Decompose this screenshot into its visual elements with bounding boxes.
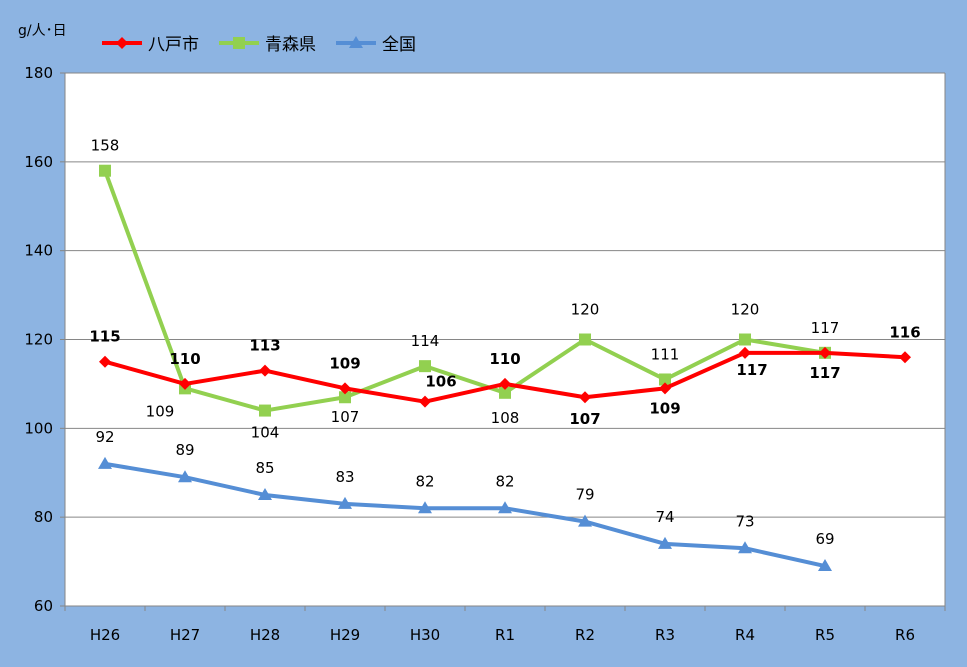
x-tick-label-R3: R3 bbox=[655, 626, 675, 644]
x-tick-label-H29: H29 bbox=[330, 626, 360, 644]
legend-swatch-marker-0 bbox=[116, 36, 128, 49]
series-1-point-H28 bbox=[259, 404, 271, 417]
series-0-label-R5: 117 bbox=[809, 364, 840, 382]
y-tick-label-80: 80 bbox=[34, 508, 53, 526]
x-tick-label-H30: H30 bbox=[410, 626, 440, 644]
series-2-point-H26 bbox=[98, 456, 112, 469]
series-2-point-R2 bbox=[578, 514, 592, 527]
series-0-point-R3 bbox=[659, 382, 671, 395]
series-1-point-H30 bbox=[419, 360, 431, 373]
series-2-label-R2: 79 bbox=[575, 486, 594, 504]
legend-item-2: 全国 bbox=[334, 30, 416, 55]
series-0-label-R6: 116 bbox=[889, 323, 920, 341]
series-line-2 bbox=[104, 461, 826, 568]
legend-swatch-1 bbox=[219, 36, 259, 49]
legend-label-1: 青森県 bbox=[265, 35, 316, 55]
series-0-point-R1 bbox=[499, 377, 511, 390]
series-line-1 bbox=[103, 170, 826, 413]
series-2-label-H26: 92 bbox=[95, 428, 114, 446]
y-tick-label-160: 160 bbox=[24, 153, 53, 171]
legend-label-0: 八戸市 bbox=[148, 35, 199, 55]
series-0-label-H28: 113 bbox=[249, 337, 280, 355]
series-2-label-R4: 73 bbox=[735, 512, 754, 530]
series-1-point-H29 bbox=[339, 391, 351, 404]
series-0-point-R6 bbox=[899, 351, 911, 364]
x-tick-label-R2: R2 bbox=[575, 626, 595, 644]
series-1-label-H27: 109 bbox=[146, 402, 175, 420]
series-0-label-R2: 107 bbox=[569, 410, 600, 428]
series-1-label-R4: 120 bbox=[731, 301, 760, 319]
series-0-label-H29: 109 bbox=[329, 354, 360, 372]
series-1-point-R3 bbox=[659, 373, 671, 386]
series-1-label-H28: 104 bbox=[251, 424, 280, 442]
series-1-label-H26: 158 bbox=[91, 137, 120, 155]
series-0-label-H27: 110 bbox=[169, 350, 200, 368]
x-tick-label-H26: H26 bbox=[90, 626, 120, 644]
series-0-point-R2 bbox=[579, 391, 591, 404]
series-1-point-R4 bbox=[739, 333, 751, 346]
series-0-point-H27 bbox=[179, 377, 191, 390]
series-0-label-R3: 109 bbox=[649, 399, 680, 417]
series-2-point-H29 bbox=[338, 496, 352, 509]
series-0-point-H28 bbox=[259, 364, 271, 377]
series-1-point-R1 bbox=[499, 386, 511, 399]
series-1-label-R2: 120 bbox=[571, 301, 600, 319]
series-0-point-R5 bbox=[819, 346, 831, 359]
legend: 八戸市 青森県 全国 bbox=[100, 30, 434, 55]
series-0-point-R4 bbox=[739, 346, 751, 359]
y-tick-label-60: 60 bbox=[34, 597, 53, 615]
series-2-point-R1 bbox=[498, 501, 512, 514]
series-0-label-R1: 110 bbox=[489, 350, 520, 368]
series-2-label-H28: 85 bbox=[255, 459, 274, 477]
series-2-label-R5: 69 bbox=[815, 530, 834, 548]
series-0-point-H30 bbox=[419, 395, 431, 408]
x-tick-label-R5: R5 bbox=[815, 626, 835, 644]
x-tick-label-H27: H27 bbox=[170, 626, 200, 644]
series-1-label-R5: 117 bbox=[811, 319, 840, 337]
series-0-label-R4: 117 bbox=[736, 361, 767, 379]
series-1-label-H29: 107 bbox=[331, 408, 360, 426]
x-tick-label-R1: R1 bbox=[495, 626, 515, 644]
series-2-label-R3: 74 bbox=[655, 508, 674, 526]
series-1-label-R3: 111 bbox=[651, 345, 680, 363]
series-1-label-H30: 114 bbox=[411, 332, 440, 350]
series-2-point-R4 bbox=[738, 541, 752, 554]
series-2-label-H27: 89 bbox=[175, 441, 194, 459]
series-2-point-R3 bbox=[658, 536, 672, 549]
x-tick-label-R4: R4 bbox=[735, 626, 755, 644]
legend-item-1: 青森県 bbox=[217, 30, 316, 55]
y-axis-unit-label: g/人･日 bbox=[18, 23, 67, 39]
x-tick-label-H28: H28 bbox=[250, 626, 280, 644]
y-tick-label-180: 180 bbox=[24, 64, 53, 82]
x-tick-label-R6: R6 bbox=[895, 626, 915, 644]
y-tick-label-120: 120 bbox=[24, 331, 53, 349]
series-0-point-H26 bbox=[99, 355, 111, 368]
series-0-label-H30: 106 bbox=[425, 373, 456, 391]
series-2-label-R1: 82 bbox=[495, 472, 514, 490]
series-1-label-R1: 108 bbox=[491, 409, 520, 427]
series-2-label-H30: 82 bbox=[415, 472, 434, 490]
legend-swatch-marker-2 bbox=[349, 35, 363, 48]
series-2-point-H28 bbox=[258, 487, 272, 500]
series-0-point-H29 bbox=[339, 382, 351, 395]
legend-swatch-0 bbox=[102, 36, 142, 49]
legend-label-2: 全国 bbox=[382, 35, 416, 55]
series-0-label-H26: 115 bbox=[89, 328, 120, 346]
series-2-point-R5 bbox=[818, 559, 832, 572]
series-2-point-H27 bbox=[178, 470, 192, 483]
series-1-point-R2 bbox=[579, 333, 591, 346]
legend-swatch-marker-1 bbox=[233, 36, 245, 49]
series-2-point-H30 bbox=[418, 501, 432, 514]
legend-item-0: 八戸市 bbox=[100, 30, 199, 55]
y-tick-label-140: 140 bbox=[24, 242, 53, 260]
legend-swatch-2 bbox=[336, 35, 376, 48]
y-tick-label-100: 100 bbox=[24, 419, 53, 437]
series-2-label-H29: 83 bbox=[335, 468, 354, 486]
series-1-point-H26 bbox=[99, 164, 111, 177]
